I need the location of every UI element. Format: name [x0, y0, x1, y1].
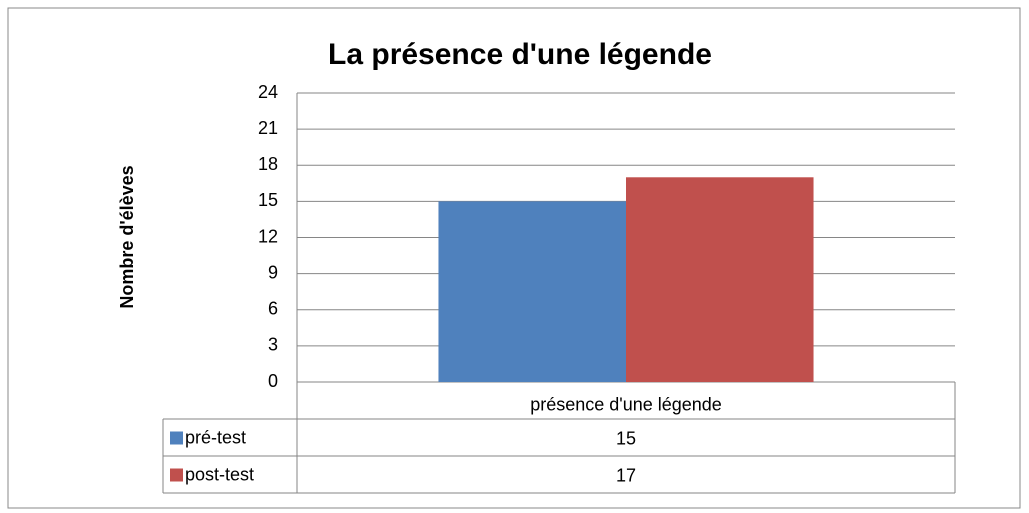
y-tick-label: 9	[268, 262, 278, 282]
chart-title: La présence d'une légende	[328, 38, 712, 71]
legend-swatch	[170, 431, 183, 445]
legend-label: post-test	[185, 464, 254, 484]
y-tick-label: 15	[258, 190, 278, 210]
y-axis-label: Nombre d'élèves	[117, 165, 137, 308]
y-tick-label: 0	[268, 371, 278, 391]
y-tick-label: 12	[258, 226, 278, 246]
y-tick-label: 21	[258, 118, 278, 138]
y-tick-label: 24	[258, 82, 278, 102]
y-tick-label: 6	[268, 299, 278, 319]
legend-label: pré-test	[185, 427, 246, 447]
bar	[438, 201, 626, 382]
bar	[626, 177, 814, 382]
y-tick-label: 3	[268, 335, 278, 355]
y-tick-label: 18	[258, 154, 278, 174]
legend-swatch	[170, 468, 183, 482]
table-value: 17	[616, 465, 636, 485]
table-value: 15	[616, 428, 636, 448]
x-tick-label: présence d'une légende	[530, 394, 722, 414]
